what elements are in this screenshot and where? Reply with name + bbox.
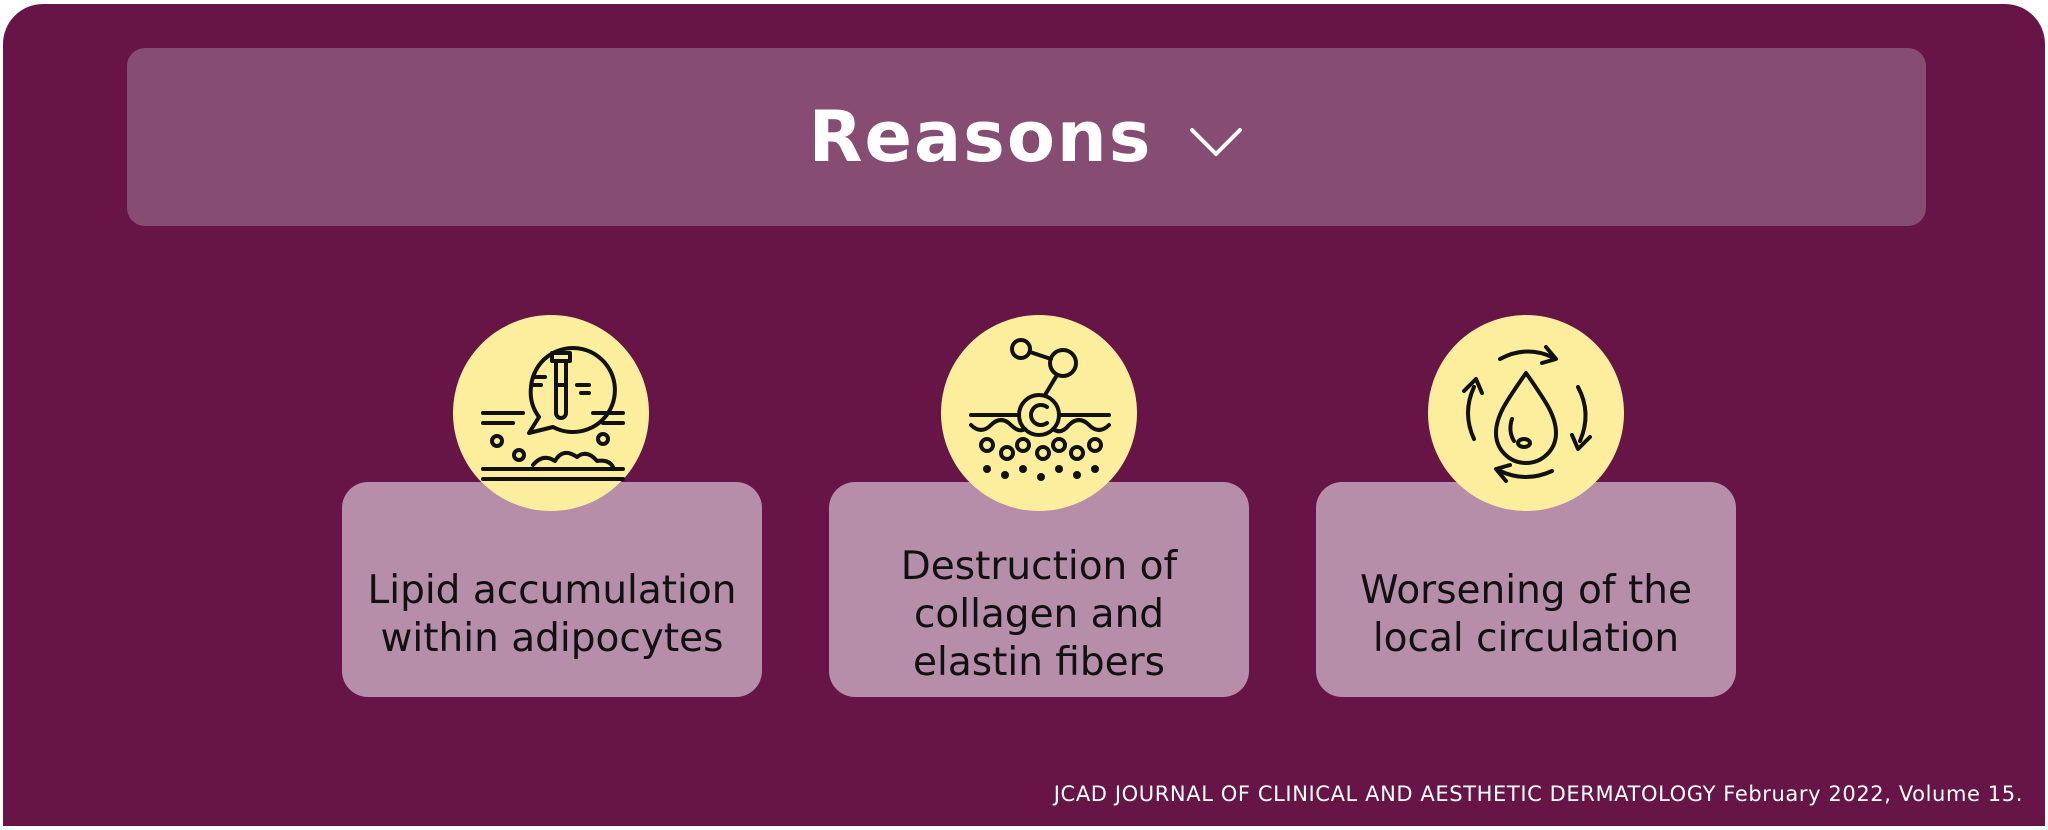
reason-card-collagen: Destruction of collagen and elastin fibe… [829,482,1249,697]
circulation-drop-icon [1428,315,1624,511]
reason-label: Worsening of the local circulation [1360,567,1692,661]
diagram-frame: Reasons Lipid accumulation within adipoc… [3,4,2045,826]
chevron-down-icon[interactable] [1188,124,1244,160]
header-title: Reasons [808,96,1153,178]
reason-label: Lipid accumulation within adipocytes [367,567,737,661]
reasons-header[interactable]: Reasons [127,48,1926,226]
reason-label: Destruction of collagen and elastin fibe… [900,543,1178,685]
reason-card-lipid: Lipid accumulation within adipocytes [342,482,762,697]
reason-card-circulation: Worsening of the local circulation [1316,482,1736,697]
citation-footer: JCAD JOURNAL OF CLINICAL AND AESTHETIC D… [1053,782,2023,806]
collagen-molecule-icon [941,315,1137,511]
lipid-test-tube-icon [453,315,649,511]
